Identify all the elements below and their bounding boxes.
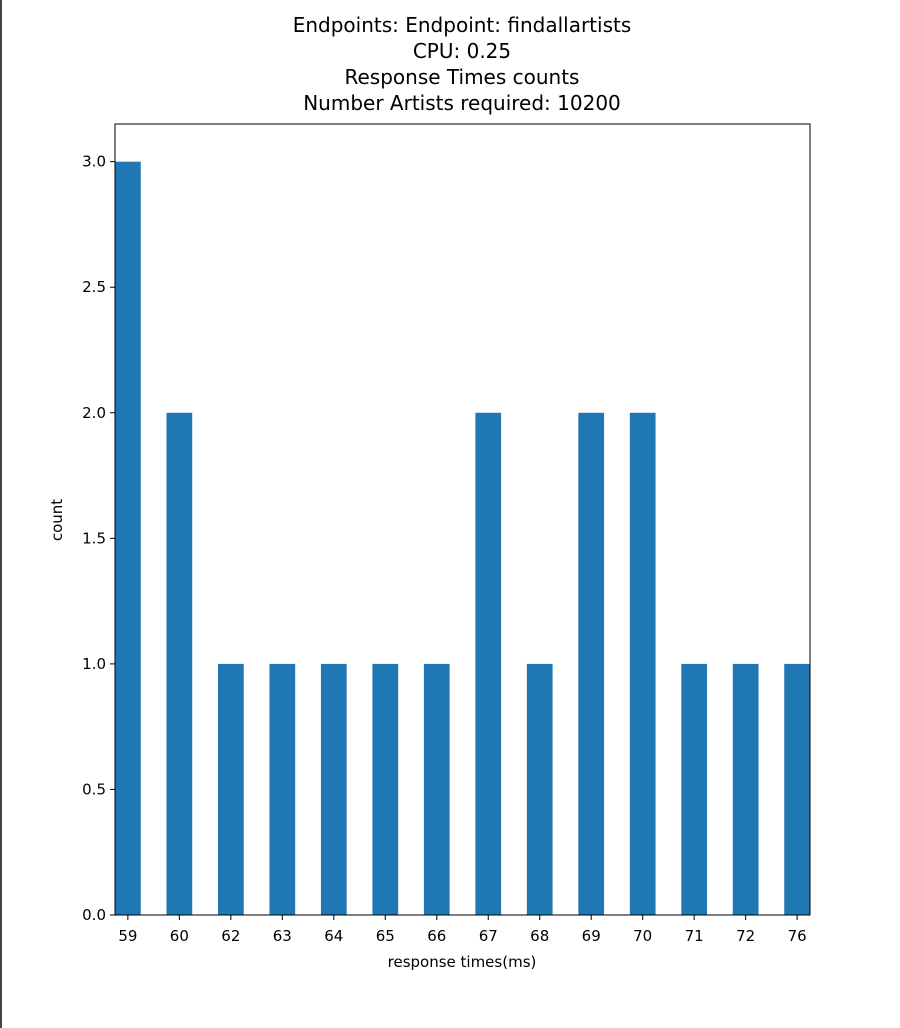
- x-tick-label: 66: [427, 927, 446, 945]
- bar-59: [115, 161, 141, 915]
- x-tick-label: 59: [118, 927, 137, 945]
- bar-66: [423, 663, 450, 915]
- chart-title-line-2: CPU: 0.25: [413, 39, 511, 63]
- x-tick-label: 76: [788, 927, 807, 945]
- x-tick-label: 69: [582, 927, 601, 945]
- chart-title: Endpoints: Endpoint: findallartists CPU:…: [293, 13, 632, 115]
- x-tick-label: 67: [479, 927, 498, 945]
- bar-63: [269, 663, 296, 915]
- x-axis-ticks: 59 60 62 63 64 65 66 67 68 69 70 71 72 76: [118, 915, 807, 945]
- y-axis-label: count: [48, 499, 66, 541]
- y-axis-ticks: 0.0 0.5 1.0 1.5 2.0 2.5 3.0: [82, 153, 115, 924]
- window-left-border: [0, 0, 2, 1028]
- x-tick-label: 62: [221, 927, 240, 945]
- x-tick-label: 64: [324, 927, 343, 945]
- bar-62: [217, 663, 244, 915]
- bar-76: [784, 663, 810, 915]
- x-tick-label: 70: [633, 927, 652, 945]
- y-tick-label: 1.5: [82, 529, 106, 547]
- y-tick-label: 1.0: [82, 655, 106, 673]
- chart-title-line-1: Endpoints: Endpoint: findallartists: [293, 13, 632, 37]
- x-tick-label: 63: [273, 927, 292, 945]
- bar-71: [681, 663, 708, 915]
- bar-69: [578, 412, 605, 915]
- y-tick-label: 2.5: [82, 278, 106, 296]
- chart-title-line-3: Response Times counts: [345, 65, 580, 89]
- bar-64: [320, 663, 347, 915]
- bar-67: [475, 412, 502, 915]
- x-tick-label: 71: [685, 927, 704, 945]
- x-tick-label: 60: [170, 927, 189, 945]
- x-tick-label: 65: [376, 927, 395, 945]
- plot-area-frame: [114, 123, 811, 916]
- x-axis-label: response times(ms): [388, 953, 537, 971]
- y-tick-label: 2.0: [82, 404, 106, 422]
- y-tick-label: 3.0: [82, 153, 106, 171]
- bar-68: [526, 663, 553, 915]
- bar-70: [629, 412, 656, 915]
- y-tick-label: 0.0: [82, 906, 106, 924]
- bar-60: [166, 412, 193, 915]
- y-tick-label: 0.5: [82, 780, 106, 798]
- bar-65: [372, 663, 399, 915]
- x-tick-label: 72: [736, 927, 755, 945]
- bars-group: [115, 161, 810, 915]
- x-tick-label: 68: [530, 927, 549, 945]
- bar-72: [732, 663, 759, 915]
- chart-title-line-4: Number Artists required: 10200: [303, 91, 621, 115]
